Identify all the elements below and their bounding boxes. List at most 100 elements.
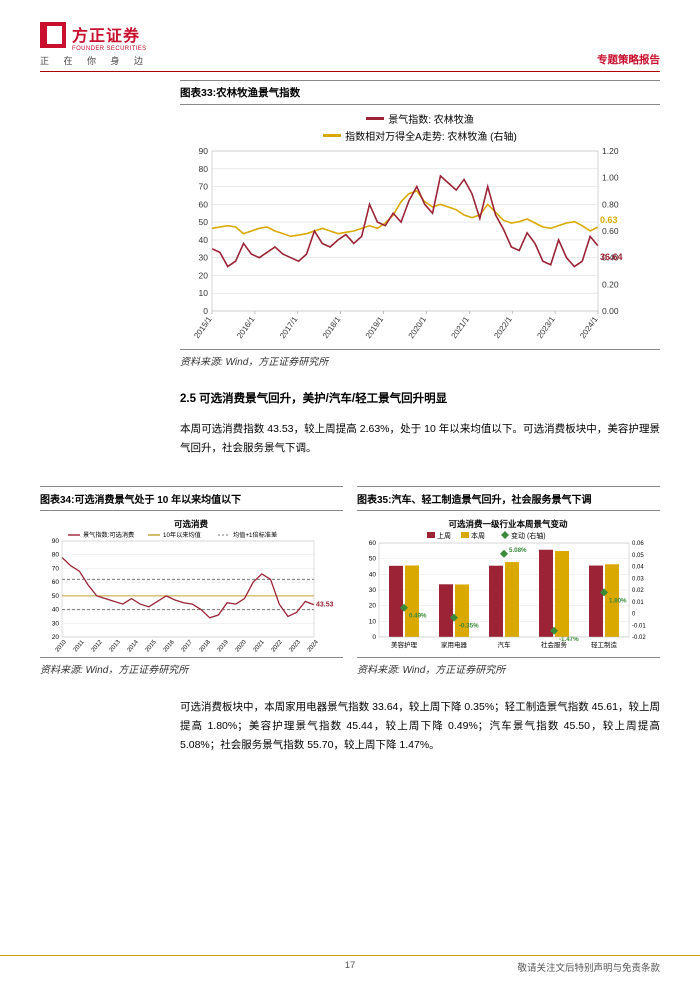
logo-en: FOUNDER SECURITIES — [72, 46, 147, 52]
svg-text:2021/1: 2021/1 — [450, 315, 472, 341]
page-number: 17 — [345, 960, 356, 971]
svg-text:0.63: 0.63 — [600, 215, 618, 225]
chart33-source: 资料来源: Wind，方正证券研究所 — [180, 349, 660, 368]
svg-text:2022: 2022 — [271, 639, 285, 654]
chart33-plot: 01020304050607080900.000.200.400.600.801… — [180, 147, 660, 347]
svg-text:20: 20 — [369, 602, 377, 609]
chart34-plot: 可选消费景气指数:可选消费10年以来均值均值+1倍标准差203040506070… — [40, 517, 343, 655]
svg-text:2019: 2019 — [217, 639, 231, 654]
chart35-title: 图表35:汽车、轻工制造景气回升，社会服务景气下调 — [357, 486, 660, 511]
svg-text:30: 30 — [52, 620, 60, 627]
svg-text:80: 80 — [199, 164, 209, 174]
svg-text:70: 70 — [199, 182, 209, 192]
svg-text:2022/1: 2022/1 — [492, 315, 514, 341]
legend-swatch — [323, 134, 341, 137]
svg-text:0.02: 0.02 — [632, 588, 644, 594]
svg-text:60: 60 — [199, 199, 209, 209]
svg-text:-0.02: -0.02 — [632, 635, 646, 641]
section-heading: 2.5 可选消费景气回升，美护/汽车/轻工景气回升明显 — [180, 390, 660, 406]
logo-icon — [40, 22, 66, 48]
svg-text:社会服务: 社会服务 — [541, 640, 568, 649]
logo-block: 方正证券 FOUNDER SECURITIES 正 在 你 身 边 — [40, 22, 149, 67]
svg-text:2020: 2020 — [235, 639, 249, 654]
svg-text:2011: 2011 — [73, 639, 86, 653]
svg-text:-0.01: -0.01 — [632, 623, 646, 629]
svg-text:2023/1: 2023/1 — [535, 315, 557, 341]
svg-text:0.80: 0.80 — [602, 199, 619, 209]
svg-text:40: 40 — [52, 606, 60, 613]
svg-text:-0.35%: -0.35% — [459, 622, 479, 629]
page-footer: 17 敬请关注文后特别声明与免责条款 — [0, 955, 700, 974]
svg-text:50: 50 — [369, 555, 377, 562]
svg-text:2017/1: 2017/1 — [278, 315, 300, 341]
svg-text:2017: 2017 — [181, 639, 195, 654]
svg-text:30: 30 — [369, 587, 377, 594]
svg-text:2013: 2013 — [109, 639, 123, 654]
svg-text:2015/1: 2015/1 — [192, 315, 214, 341]
chart33-title: 图表33:农林牧渔景气指数 — [180, 80, 660, 105]
svg-text:90: 90 — [52, 538, 60, 545]
svg-text:10: 10 — [369, 618, 377, 625]
svg-text:2015: 2015 — [145, 639, 159, 654]
svg-text:2016: 2016 — [163, 639, 177, 654]
svg-text:30: 30 — [199, 253, 209, 263]
svg-text:2020/1: 2020/1 — [407, 315, 429, 341]
chart34-title: 图表34:可选消费景气处于 10 年以来均值以下 — [40, 486, 343, 511]
svg-text:可选消费一级行业本周景气变动: 可选消费一级行业本周景气变动 — [448, 519, 568, 529]
svg-text:50: 50 — [52, 593, 60, 600]
svg-text:2019/1: 2019/1 — [364, 315, 386, 341]
svg-text:60: 60 — [52, 579, 60, 586]
svg-text:0.05: 0.05 — [632, 553, 644, 559]
chart33-legend: 景气指数: 农林牧渔 — [180, 111, 660, 126]
svg-text:20: 20 — [199, 270, 209, 280]
svg-text:40: 40 — [369, 571, 377, 578]
svg-text:2024: 2024 — [307, 639, 321, 654]
svg-text:1.20: 1.20 — [602, 147, 619, 156]
footer-disclaimer: 敬请关注文后特别声明与免责条款 — [517, 960, 660, 974]
svg-text:2018: 2018 — [199, 639, 213, 654]
svg-text:1.80%: 1.80% — [609, 597, 627, 604]
section-para2: 可选消费板块中，本周家用电器景气指数 33.64，较上周下降 0.35%；轻工制… — [180, 698, 660, 755]
svg-text:2012: 2012 — [91, 639, 105, 654]
svg-text:80: 80 — [52, 551, 60, 558]
svg-text:2023: 2023 — [289, 639, 303, 654]
svg-text:0.06: 0.06 — [632, 541, 644, 547]
svg-text:0.49%: 0.49% — [409, 613, 427, 620]
section-para1: 本周可选消费指数 43.53，较上周提高 2.63%，处于 10 年以来均值以下… — [180, 420, 660, 458]
svg-text:2018/1: 2018/1 — [321, 315, 343, 341]
svg-text:0.20: 0.20 — [602, 279, 619, 289]
svg-text:0.00: 0.00 — [602, 306, 619, 316]
svg-text:均值+1倍标准差: 均值+1倍标准差 — [233, 531, 277, 539]
svg-text:0.01: 0.01 — [632, 600, 644, 606]
svg-text:40: 40 — [199, 235, 209, 245]
svg-text:家用电器: 家用电器 — [441, 640, 468, 649]
svg-text:0: 0 — [372, 634, 376, 641]
legend-label: 景气指数: 农林牧渔 — [388, 111, 474, 126]
chart34-source: 资料来源: Wind，方正证券研究所 — [40, 657, 343, 676]
svg-text:轻工制造: 轻工制造 — [591, 640, 618, 649]
svg-text:90: 90 — [199, 147, 209, 156]
page-header: 方正证券 FOUNDER SECURITIES 正 在 你 身 边 专题策略报告 — [40, 22, 660, 72]
svg-text:0.60: 0.60 — [602, 226, 619, 236]
slogan: 正 在 你 身 边 — [40, 54, 149, 67]
svg-text:10: 10 — [199, 288, 209, 298]
svg-text:36.64: 36.64 — [600, 252, 623, 262]
svg-text:5.08%: 5.08% — [509, 547, 527, 554]
svg-text:美容护理: 美容护理 — [391, 640, 418, 649]
svg-text:0: 0 — [203, 306, 208, 316]
svg-text:10年以来均值: 10年以来均值 — [163, 531, 201, 539]
svg-text:2014: 2014 — [127, 639, 141, 654]
svg-text:景气指数:可选消费: 景气指数:可选消费 — [83, 531, 134, 539]
svg-text:汽车: 汽车 — [498, 640, 512, 649]
svg-text:50: 50 — [199, 217, 209, 227]
svg-text:2021: 2021 — [253, 639, 267, 654]
svg-text:0.03: 0.03 — [632, 576, 644, 582]
doc-type: 专题策略报告 — [597, 52, 660, 67]
chart35-source: 资料来源: Wind，方正证券研究所 — [357, 657, 660, 676]
svg-text:本周: 本周 — [471, 531, 485, 540]
svg-text:变动 (右轴): 变动 (右轴) — [511, 531, 546, 540]
legend-swatch — [366, 117, 384, 120]
svg-text:20: 20 — [52, 634, 60, 641]
svg-text:2010: 2010 — [55, 639, 69, 654]
svg-text:2016/1: 2016/1 — [235, 315, 257, 341]
